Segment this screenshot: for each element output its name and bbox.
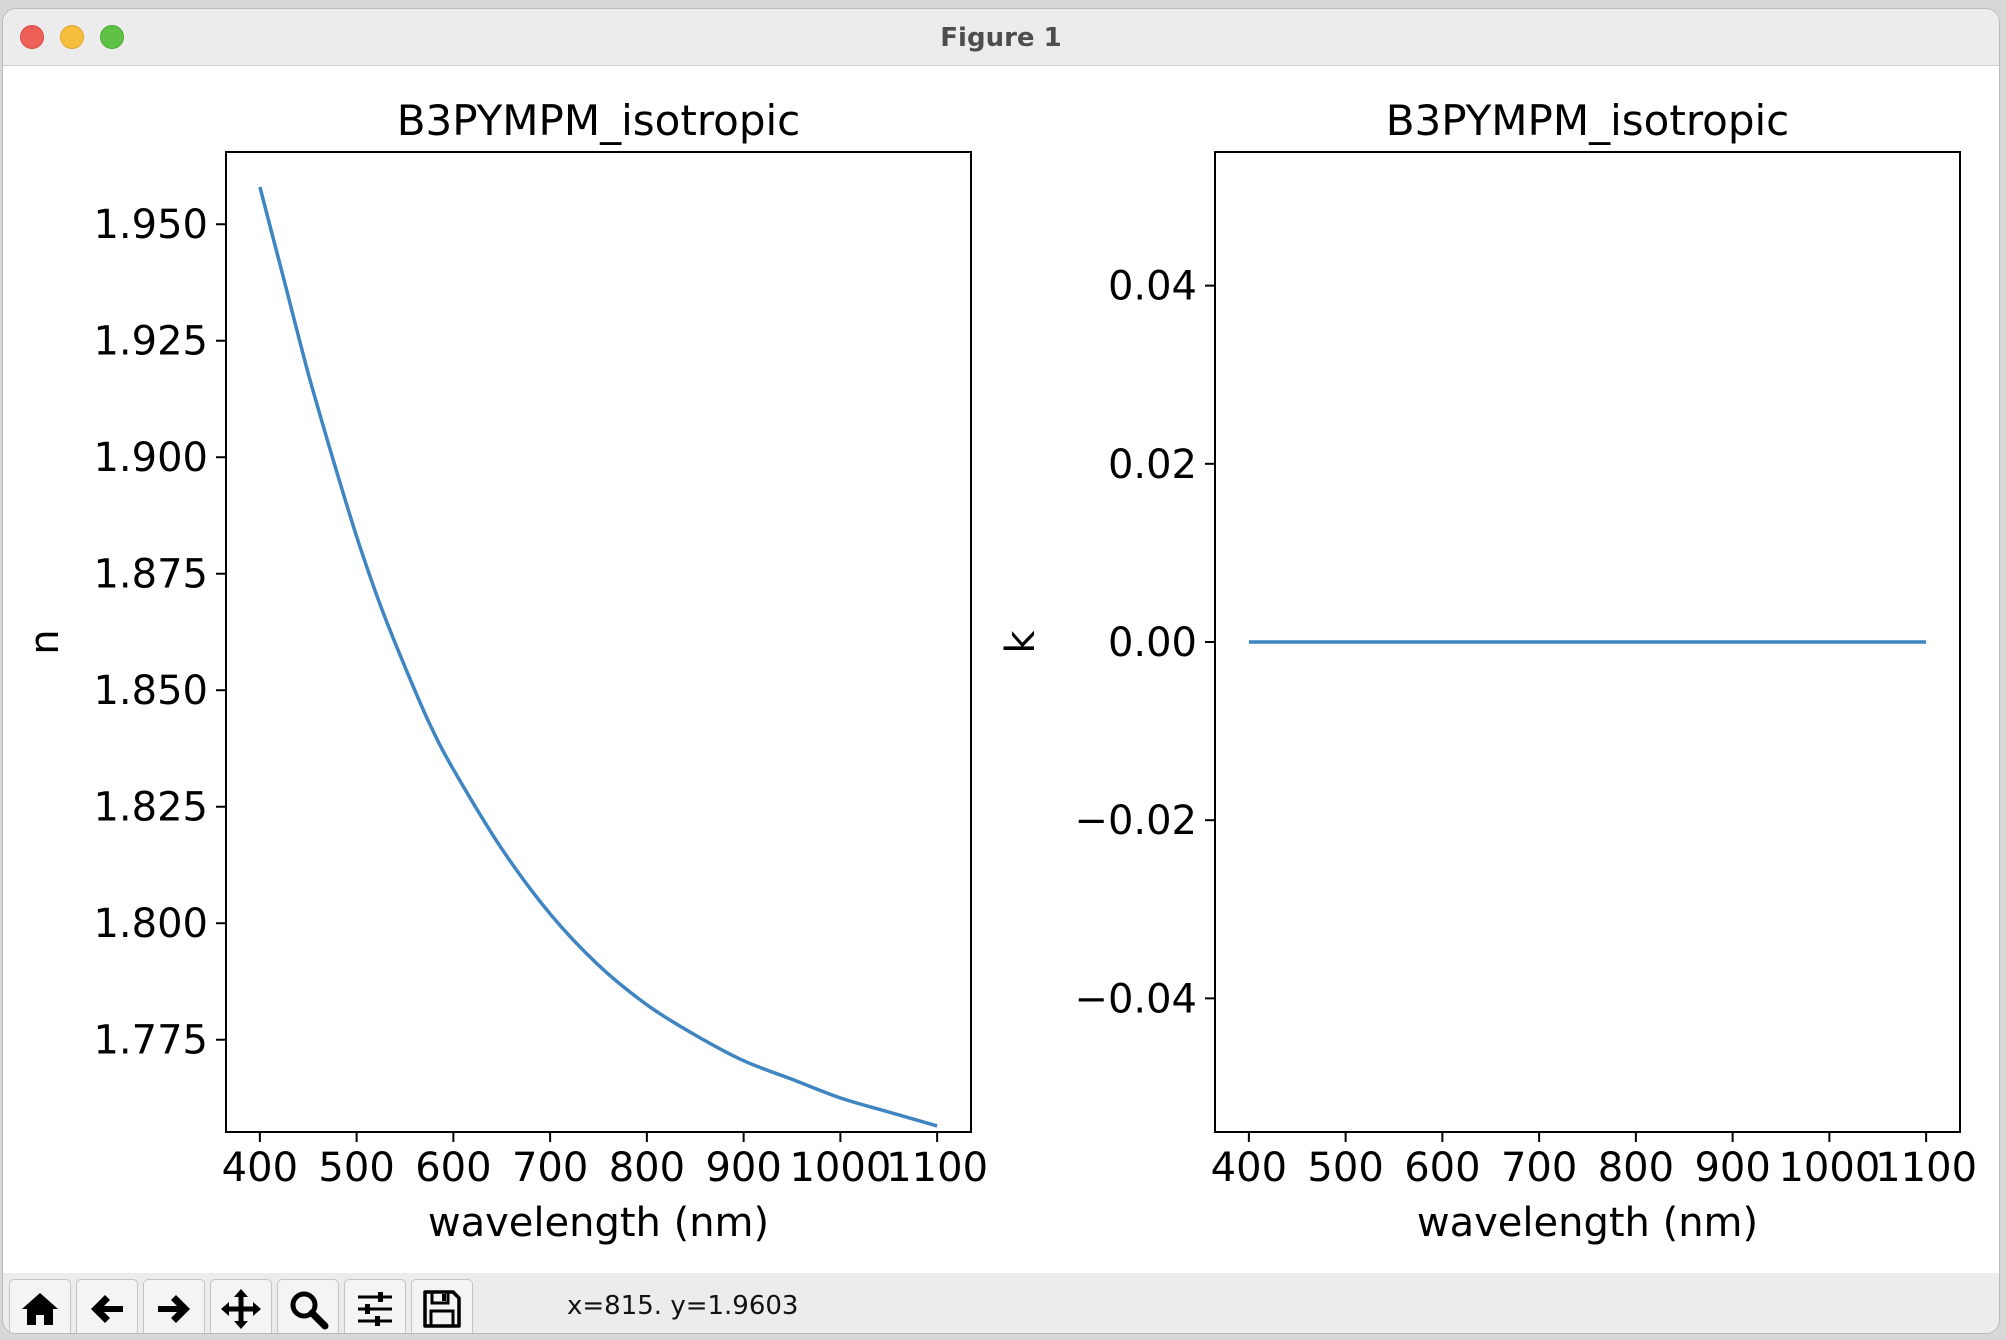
x-axis-label: wavelength (nm) (428, 1200, 769, 1246)
x-tick-label: 600 (415, 1145, 491, 1191)
x-tick-label: 700 (1501, 1145, 1577, 1191)
forward-button[interactable] (143, 1279, 205, 1333)
window-title: Figure 1 (940, 23, 1062, 53)
y-tick-label: 1.825 (93, 785, 208, 831)
back-arrow-icon (91, 1295, 123, 1323)
y-axis-label: k (998, 630, 1044, 654)
x-tick-label: 500 (318, 1145, 394, 1191)
save-icon (423, 1290, 461, 1328)
y-tick-label: 1.800 (93, 901, 208, 947)
x-tick-label: 600 (1404, 1145, 1480, 1191)
configure-subplots-icon (358, 1292, 392, 1326)
y-tick-label: 1.850 (93, 668, 208, 714)
configure-subplots-button[interactable] (344, 1279, 406, 1333)
y-tick-label: 1.775 (93, 1018, 208, 1064)
close-window-button[interactable] (20, 25, 44, 49)
y-tick-label: −0.04 (1074, 976, 1197, 1022)
chart-title: B3PYMPM_isotropic (1386, 96, 1790, 145)
x-axis-label: wavelength (nm) (1417, 1200, 1758, 1246)
cursor-coordinates-readout: x=815. y=1.9603 (567, 1291, 799, 1321)
plot-area-1[interactable] (225, 151, 972, 1133)
x-tick-label: 800 (1598, 1145, 1674, 1191)
title-bar[interactable]: Figure 1 (3, 9, 1999, 66)
y-tick-label: 0.00 (1108, 620, 1197, 666)
x-tick-label: 1000 (1778, 1145, 1880, 1191)
x-tick-label: 900 (1694, 1145, 1770, 1191)
navigation-toolbar: x=815. y=1.9603 (3, 1273, 1999, 1333)
save-button[interactable] (411, 1279, 473, 1333)
home-icon (22, 1293, 58, 1325)
y-tick-label: 0.04 (1108, 264, 1197, 310)
y-axis-label: n (22, 629, 68, 654)
y-tick-label: 1.925 (93, 319, 208, 365)
home-button[interactable] (9, 1279, 71, 1333)
y-tick-label: 1.875 (93, 552, 208, 598)
x-tick-label: 1000 (789, 1145, 891, 1191)
minimize-window-button[interactable] (60, 25, 84, 49)
figure-window: Figure 1 B3PYMPM_isotropic 400 500 600 700 80… (2, 8, 2000, 1334)
series-line (258, 186, 938, 1128)
zoom-button[interactable] (277, 1279, 339, 1333)
pan-icon (221, 1289, 261, 1329)
x-tick-label: 400 (1211, 1145, 1287, 1191)
maximize-window-button[interactable] (100, 25, 124, 49)
x-tick-label: 900 (705, 1145, 781, 1191)
back-button[interactable] (76, 1279, 138, 1333)
y-tick-label: −0.02 (1074, 798, 1197, 844)
x-tick-label: 700 (512, 1145, 588, 1191)
x-tick-label: 500 (1307, 1145, 1383, 1191)
y-tick-label: 1.900 (93, 435, 208, 481)
x-tick-label: 1100 (886, 1145, 988, 1191)
y-tick-label: 0.02 (1108, 442, 1197, 488)
chart-title: B3PYMPM_isotropic (397, 96, 801, 145)
y-tick-label: 1.950 (93, 202, 208, 248)
figure-canvas[interactable]: B3PYMPM_isotropic 400 500 600 700 800 900 1000 1… (3, 66, 1999, 1270)
pan-button[interactable] (210, 1279, 272, 1333)
x-tick-label: 800 (609, 1145, 685, 1191)
x-tick-label: 1100 (1875, 1145, 1977, 1191)
forward-arrow-icon (158, 1295, 190, 1323)
x-tick-label: 400 (222, 1145, 298, 1191)
zoom-icon (290, 1291, 329, 1330)
